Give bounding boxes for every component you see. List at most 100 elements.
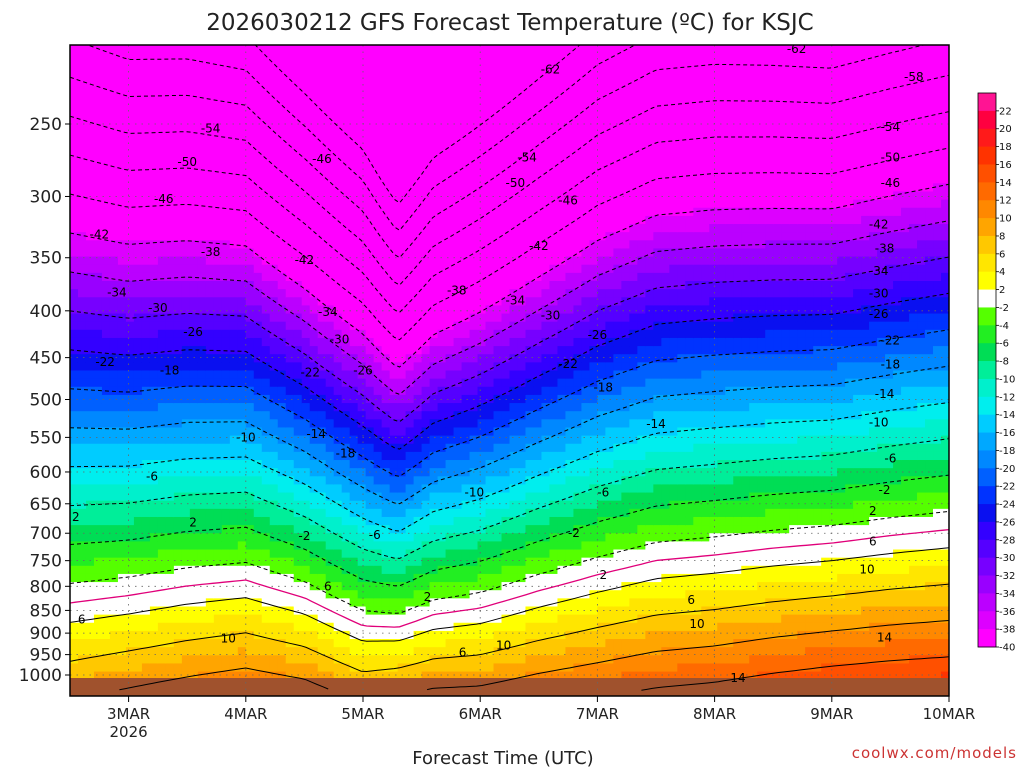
heatmap-cell (309, 394, 319, 404)
heatmap-cell (125, 354, 135, 363)
heatmap-cell (261, 289, 271, 298)
heatmap-cell (93, 126, 103, 136)
heatmap-cell (533, 280, 543, 290)
heatmap-cell (469, 427, 479, 437)
heatmap-cell (405, 329, 415, 339)
heatmap-cell (461, 289, 471, 298)
heatmap-cell (493, 142, 503, 152)
heatmap-cell (429, 297, 439, 306)
heatmap-cell (77, 573, 87, 583)
heatmap-cell (445, 655, 455, 665)
heatmap-cell (453, 647, 463, 656)
heatmap-cell (557, 492, 567, 502)
heatmap-cell (85, 248, 95, 258)
heatmap-cell (237, 329, 247, 339)
heatmap-cell (501, 45, 511, 54)
heatmap-cell (461, 378, 471, 388)
heatmap-cell (93, 427, 103, 437)
heatmap-cell (245, 272, 255, 282)
heatmap-cell (237, 224, 247, 233)
heatmap-cell (141, 541, 151, 551)
heatmap-cell (85, 443, 95, 453)
heatmap-cell (157, 289, 167, 298)
heatmap-cell (285, 256, 295, 266)
heatmap-cell (477, 126, 487, 136)
heatmap-cell (493, 590, 503, 599)
heatmap-cell (533, 85, 543, 95)
heatmap-cell (421, 590, 431, 599)
heatmap-cell (565, 53, 575, 62)
heatmap-cell (141, 329, 151, 339)
heatmap-cell (445, 118, 455, 127)
heatmap-cell (549, 126, 559, 136)
heatmap-cell (501, 606, 511, 616)
heatmap-cell (341, 655, 351, 665)
heatmap-cell (293, 158, 303, 168)
heatmap-cell (557, 337, 567, 347)
heatmap-cell (269, 215, 279, 225)
heatmap-cell (373, 191, 383, 201)
heatmap-cell (229, 69, 239, 79)
heatmap-cell (197, 53, 207, 62)
heatmap-cell (77, 484, 87, 494)
heatmap-cell (253, 101, 263, 111)
heatmap-cell (229, 508, 239, 518)
heatmap-cell (285, 557, 295, 567)
heatmap-cell (229, 110, 239, 119)
heatmap-cell (517, 77, 527, 87)
heatmap-cell (237, 337, 247, 347)
heatmap-cell (221, 386, 231, 396)
heatmap-cell (117, 289, 127, 298)
heatmap-cell (517, 500, 527, 510)
heatmap-cell (405, 598, 415, 608)
heatmap-cell (165, 508, 175, 518)
heatmap-cell (325, 622, 335, 632)
heatmap-cell (317, 598, 327, 608)
heatmap-cell (285, 370, 295, 380)
heatmap-cell (261, 630, 271, 640)
heatmap-cell (221, 199, 231, 209)
heatmap-cell (493, 199, 503, 209)
heatmap-cell (365, 484, 375, 494)
heatmap-cell (461, 533, 471, 542)
heatmap-cell (285, 476, 295, 486)
heatmap-cell (541, 346, 551, 355)
heatmap-cell (341, 590, 351, 599)
heatmap-cell (485, 476, 495, 486)
heatmap-cell (101, 655, 111, 665)
heatmap-cell (197, 647, 207, 656)
heatmap-cell (165, 403, 175, 412)
heatmap-cell (245, 134, 255, 144)
heatmap-cell (389, 207, 399, 217)
heatmap-cell (389, 663, 399, 673)
heatmap-cell (165, 435, 175, 445)
heatmap-cell (517, 264, 527, 274)
heatmap-cell (101, 492, 111, 502)
heatmap-cell (389, 101, 399, 111)
heatmap-cell (229, 647, 239, 656)
heatmap-cell (125, 264, 135, 274)
heatmap-cell (293, 321, 303, 331)
heatmap-cell (181, 118, 191, 127)
heatmap-cell (309, 142, 319, 152)
heatmap-cell (381, 663, 391, 673)
heatmap-cell (245, 53, 255, 62)
heatmap-cell (421, 280, 431, 290)
heatmap-cell (557, 305, 567, 315)
heatmap-cell (533, 492, 543, 502)
heatmap-cell (277, 630, 287, 640)
heatmap-cell (77, 158, 87, 168)
heatmap-cell (405, 354, 415, 363)
heatmap-cell (485, 565, 495, 575)
heatmap-cell (381, 573, 391, 583)
heatmap-cell (389, 142, 399, 152)
heatmap-cell (549, 134, 559, 144)
heatmap-cell (181, 484, 191, 494)
heatmap-cell (301, 565, 311, 575)
heatmap-cell (477, 337, 487, 347)
heatmap-cell (221, 419, 231, 429)
heatmap-cell (221, 655, 231, 665)
heatmap-cell (477, 549, 487, 559)
heatmap-cell (469, 199, 479, 209)
heatmap-cell (85, 378, 95, 388)
